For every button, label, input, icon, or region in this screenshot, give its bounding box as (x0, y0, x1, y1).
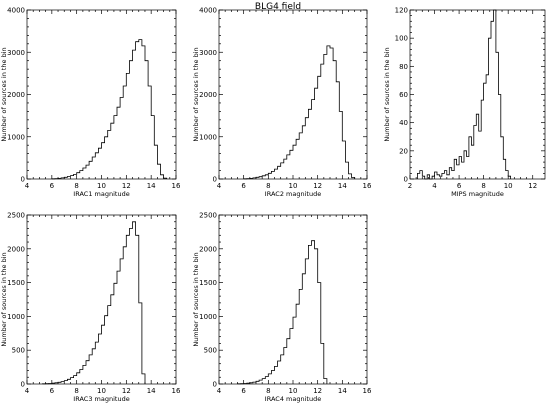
y-tick-label: 0 (213, 176, 217, 184)
x-tick-label: 16 (172, 387, 181, 395)
y-tick-label: 4000 (199, 7, 217, 15)
y-tick-label: 120 (395, 7, 408, 15)
y-tick-label: 80 (399, 63, 408, 71)
histogram-irac1: 4 6 8 10 12 14 16 0 1000 2000 3000 4000 IRAC1 magnit… (0, 7, 181, 199)
x-tick-label: 4 (432, 182, 437, 190)
y-tick-label: 0 (404, 176, 408, 184)
y-tick-label: 2500 (7, 212, 25, 220)
x-tick-label: 12 (122, 387, 131, 395)
histogram-step-line (417, 9, 511, 180)
x-axis-label: IRAC2 magnitude (265, 190, 321, 198)
histogram-irac3: 4 6 8 10 12 14 16 0 500 1000 1500 2000 2500 IRAC3 mag… (0, 212, 181, 404)
x-tick-label: 4 (217, 387, 222, 395)
y-tick-label: 2500 (199, 212, 217, 220)
y-tick-label: 2000 (7, 91, 25, 99)
y-tick-label: 1500 (199, 279, 217, 287)
y-axis-label: Number of sources in the bin (192, 252, 200, 346)
x-tick-label: 4 (217, 182, 222, 190)
y-axis-label: Number of sources in the bin (383, 47, 391, 141)
x-tick-label: 12 (122, 182, 131, 190)
histogram-step-line (42, 221, 146, 385)
x-tick-label: 4 (25, 387, 30, 395)
x-tick-label: 2 (408, 182, 412, 190)
x-tick-label: 14 (338, 387, 347, 395)
y-tick-label: 3000 (7, 49, 25, 57)
x-tick-label: 6 (50, 182, 55, 190)
x-axis-label: IRAC3 magnitude (73, 395, 129, 403)
x-axis-label: IRAC1 magnitude (73, 190, 129, 198)
x-tick-label: 14 (338, 182, 347, 190)
axes-frame (26, 9, 177, 180)
x-axis-label: MIPS magnitude (451, 190, 504, 198)
figure-title: BLG4 field (255, 2, 301, 12)
histogram-irac4: 4 6 8 10 12 14 16 0 500 1000 1500 2000 2500 IRAC4 mag… (192, 212, 372, 404)
histogram-step-line (237, 240, 328, 385)
x-tick-label: 16 (363, 387, 372, 395)
axes-frame (218, 214, 368, 385)
histogram-step-line (51, 39, 168, 180)
x-tick-label: 10 (289, 387, 298, 395)
y-tick-label: 100 (395, 35, 408, 43)
x-tick-label: 4 (25, 182, 30, 190)
x-tick-label: 12 (528, 182, 537, 190)
y-tick-label: 40 (399, 119, 408, 127)
x-tick-label: 14 (147, 387, 156, 395)
y-axis-label: Number of sources in the bin (0, 47, 8, 141)
x-tick-label: 8 (74, 182, 78, 190)
y-tick-label: 500 (12, 347, 25, 355)
y-tick-label: 2000 (199, 245, 217, 253)
x-tick-label: 10 (97, 387, 106, 395)
y-tick-label: 3000 (199, 49, 217, 57)
y-tick-label: 2000 (7, 245, 25, 253)
y-tick-label: 0 (21, 176, 25, 184)
x-tick-label: 16 (172, 182, 181, 190)
y-tick-label: 1000 (7, 133, 25, 141)
x-tick-label: 14 (147, 182, 156, 190)
histogram-irac2: 4 6 8 10 12 14 16 0 1000 2000 3000 4000 IRAC2 magnit… (192, 7, 372, 199)
y-tick-label: 20 (399, 147, 408, 155)
x-tick-label: 8 (266, 387, 270, 395)
y-tick-label: 60 (399, 91, 408, 99)
x-tick-label: 6 (457, 182, 462, 190)
x-tick-label: 10 (97, 182, 106, 190)
x-tick-label: 8 (74, 387, 78, 395)
x-tick-label: 8 (481, 182, 485, 190)
y-axis-label: Number of sources in the bin (192, 47, 200, 141)
axes-frame (409, 9, 546, 180)
x-tick-label: 12 (313, 182, 322, 190)
x-axis-label: IRAC4 magnitude (265, 395, 321, 403)
x-tick-label: 6 (241, 182, 246, 190)
y-tick-label: 1500 (7, 279, 25, 287)
x-tick-label: 10 (289, 182, 298, 190)
axes-frame (218, 9, 368, 180)
y-tick-label: 0 (21, 381, 25, 389)
x-tick-label: 6 (241, 387, 246, 395)
y-axis-label: Number of sources in the bin (0, 252, 8, 346)
y-tick-label: 1000 (7, 313, 25, 321)
x-tick-label: 12 (313, 387, 322, 395)
x-tick-label: 10 (504, 182, 513, 190)
x-tick-label: 16 (363, 182, 372, 190)
y-tick-label: 500 (204, 347, 217, 355)
y-tick-label: 0 (213, 381, 217, 389)
x-tick-label: 8 (266, 182, 270, 190)
y-tick-label: 2000 (199, 91, 217, 99)
y-tick-label: 1000 (199, 313, 217, 321)
y-tick-label: 4000 (7, 7, 25, 15)
axes-frame (26, 214, 177, 385)
y-tick-label: 1000 (199, 133, 217, 141)
x-tick-label: 6 (50, 387, 55, 395)
histogram-step-line (243, 45, 356, 180)
